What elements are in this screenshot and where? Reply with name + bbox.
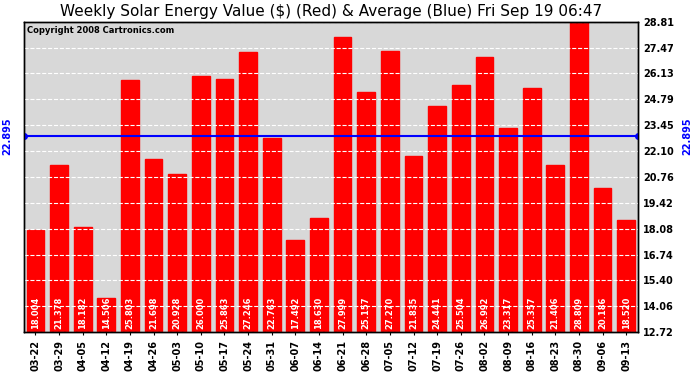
Text: 22.763: 22.763 — [267, 297, 276, 329]
Text: 17.492: 17.492 — [291, 297, 300, 329]
Bar — [570, 22, 588, 332]
Text: 18.520: 18.520 — [622, 297, 631, 329]
Text: 18.630: 18.630 — [315, 297, 324, 329]
Bar — [310, 218, 328, 332]
Text: 18.004: 18.004 — [31, 297, 40, 329]
Bar — [357, 92, 375, 332]
Text: 25.357: 25.357 — [527, 297, 536, 329]
Text: 21.698: 21.698 — [149, 297, 158, 329]
Bar — [523, 88, 540, 332]
Bar — [263, 138, 281, 332]
Bar — [50, 165, 68, 332]
Text: 21.406: 21.406 — [551, 297, 560, 329]
Text: 14.506: 14.506 — [102, 297, 111, 329]
Text: 26.000: 26.000 — [197, 297, 206, 329]
Bar — [593, 188, 611, 332]
Bar — [546, 165, 564, 332]
Bar — [239, 52, 257, 332]
Text: Copyright 2008 Cartronics.com: Copyright 2008 Cartronics.com — [27, 26, 174, 35]
Bar — [428, 106, 446, 332]
Bar — [192, 76, 210, 332]
Bar — [168, 174, 186, 332]
Text: 23.317: 23.317 — [504, 297, 513, 329]
Text: 26.992: 26.992 — [480, 297, 489, 329]
Text: 21.835: 21.835 — [409, 297, 418, 329]
Bar — [475, 57, 493, 332]
Text: 24.441: 24.441 — [433, 297, 442, 329]
Text: 25.504: 25.504 — [456, 297, 465, 329]
Bar — [74, 227, 92, 332]
Text: 25.863: 25.863 — [220, 297, 229, 329]
Bar — [121, 80, 139, 332]
Bar — [381, 51, 399, 332]
Text: 22.895: 22.895 — [682, 117, 690, 154]
Title: Weekly Solar Energy Value ($) (Red) & Average (Blue) Fri Sep 19 06:47: Weekly Solar Energy Value ($) (Red) & Av… — [60, 4, 602, 19]
Text: 27.999: 27.999 — [338, 297, 347, 329]
Text: 28.809: 28.809 — [575, 297, 584, 329]
Text: 27.246: 27.246 — [244, 297, 253, 329]
Text: 25.157: 25.157 — [362, 297, 371, 329]
Text: 20.928: 20.928 — [172, 297, 181, 329]
Bar — [452, 86, 470, 332]
Bar — [26, 230, 44, 332]
Text: 20.186: 20.186 — [598, 297, 607, 329]
Text: 25.803: 25.803 — [126, 297, 135, 329]
Text: 22.895: 22.895 — [2, 117, 12, 154]
Bar — [97, 298, 115, 332]
Bar — [334, 38, 351, 332]
Bar — [499, 128, 517, 332]
Text: 27.270: 27.270 — [386, 297, 395, 329]
Text: 18.182: 18.182 — [78, 297, 87, 329]
Bar — [145, 159, 162, 332]
Bar — [618, 220, 635, 332]
Bar — [215, 79, 233, 332]
Text: 21.378: 21.378 — [55, 297, 63, 329]
Bar — [286, 240, 304, 332]
Bar — [404, 156, 422, 332]
